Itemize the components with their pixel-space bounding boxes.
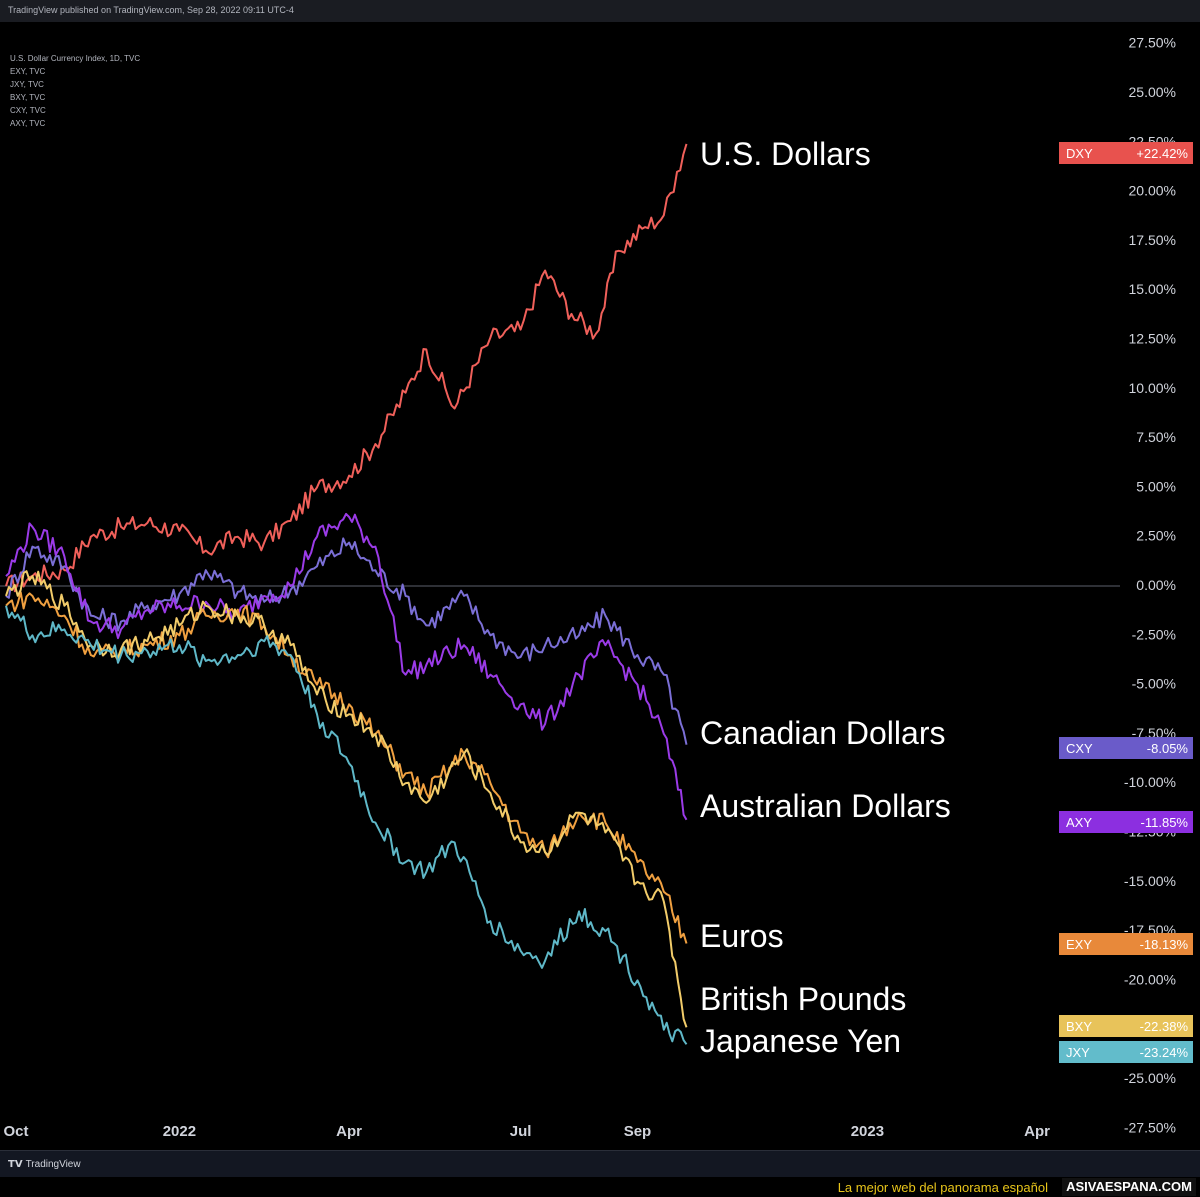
y-tick-label: 10.00% [1129, 380, 1176, 396]
y-tick-label: -25.00% [1124, 1070, 1176, 1086]
legend-item-cxy[interactable]: CXY, TVC [10, 106, 46, 115]
x-tick-label: 2022 [163, 1123, 196, 1140]
badge-jxy [1059, 1041, 1193, 1063]
y-tick-label: -20.00% [1124, 971, 1176, 987]
y-tick-label: 7.50% [1136, 429, 1176, 445]
y-tick-label: 2.50% [1136, 528, 1176, 544]
chart-area[interactable]: U.S. Dollar Currency Index, 1D, TVC EXY,… [0, 22, 1200, 1150]
y-tick-label: 17.50% [1129, 232, 1176, 248]
y-tick-label: -2.50% [1132, 626, 1176, 642]
badge-axy [1059, 811, 1193, 833]
tradingview-label: TradingView [25, 1159, 81, 1170]
y-tick-label: -15.00% [1124, 873, 1176, 889]
badge-bxy [1059, 1015, 1193, 1037]
site-footer: La mejor web del panorama español ASIVAE… [0, 1177, 1200, 1197]
badge-exy [1059, 933, 1193, 955]
annotation-cxy: Canadian Dollars [700, 715, 945, 751]
line-chart[interactable]: 27.50%25.00%22.50%20.00%17.50%15.00%12.5… [0, 22, 1200, 1150]
bottom-bar: TV TradingView [0, 1150, 1200, 1178]
legend-item-exy[interactable]: EXY, TVC [10, 67, 46, 76]
y-tick-label: -27.50% [1124, 1119, 1176, 1135]
annotation-jxy: Japanese Yen [700, 1023, 901, 1059]
legend-item-bxy[interactable]: BXY, TVC [10, 93, 46, 102]
y-tick-label: 20.00% [1129, 183, 1176, 199]
legend-item-axy[interactable]: AXY, TVC [10, 119, 46, 128]
badge-dxy [1059, 142, 1193, 164]
annotation-exy: Euros [700, 918, 784, 954]
badge-ticker: DXY [1066, 146, 1093, 161]
series-line-dxy [5, 143, 688, 593]
published-text: TradingView published on TradingView.com… [8, 5, 294, 15]
y-tick-label: 25.00% [1129, 84, 1176, 100]
badge-ticker: EXY [1066, 937, 1092, 952]
x-tick-label: Apr [336, 1123, 362, 1140]
badge-ticker: CXY [1066, 741, 1093, 756]
series-line-axy [5, 512, 688, 821]
annotation-axy: Australian Dollars [700, 788, 951, 824]
footer-slogan: La mejor web del panorama español [837, 1180, 1048, 1195]
tradingview-logo-icon: TV [8, 1159, 23, 1170]
legend-item-dxy[interactable]: U.S. Dollar Currency Index, 1D, TVC [10, 54, 141, 63]
annotation-bxy: British Pounds [700, 981, 906, 1017]
y-tick-label: -5.00% [1132, 676, 1176, 692]
y-tick-label: 12.50% [1129, 330, 1176, 346]
top-bar: TradingView published on TradingView.com… [0, 0, 1200, 23]
y-tick-label: -7.50% [1132, 725, 1176, 741]
tradingview-logo[interactable]: TV TradingView [8, 1159, 81, 1170]
x-tick-label: Oct [3, 1123, 28, 1140]
y-tick-label: 15.00% [1129, 281, 1176, 297]
y-tick-label: -10.00% [1124, 774, 1176, 790]
badge-ticker: JXY [1066, 1045, 1090, 1060]
badge-ticker: BXY [1066, 1019, 1092, 1034]
badge-value: -18.13% [1140, 937, 1189, 952]
badge-value: -22.38% [1140, 1019, 1189, 1034]
series-line-jxy [5, 605, 688, 1045]
x-tick-label: 2023 [851, 1123, 884, 1140]
x-tick-label: Jul [510, 1123, 532, 1140]
y-tick-label: 27.50% [1129, 35, 1176, 51]
annotation-dxy: U.S. Dollars [700, 136, 871, 172]
series-legend: U.S. Dollar Currency Index, 1D, TVC EXY,… [10, 52, 140, 130]
x-tick-label: Sep [624, 1123, 652, 1140]
badge-value: -8.05% [1147, 741, 1189, 756]
badge-ticker: AXY [1066, 815, 1092, 830]
x-tick-label: Apr [1024, 1123, 1050, 1140]
badge-cxy [1059, 737, 1193, 759]
badge-value: -23.24% [1140, 1045, 1189, 1060]
footer-site-link[interactable]: ASIVAESPANA.COM [1062, 1178, 1196, 1196]
y-tick-label: 0.00% [1136, 577, 1176, 593]
legend-item-jxy[interactable]: JXY, TVC [10, 80, 44, 89]
badge-value: +22.42% [1136, 146, 1188, 161]
series-line-cxy [5, 537, 688, 745]
y-tick-label: 5.00% [1136, 478, 1176, 494]
series-line-bxy [5, 570, 688, 1028]
badge-value: -11.85% [1141, 815, 1189, 830]
